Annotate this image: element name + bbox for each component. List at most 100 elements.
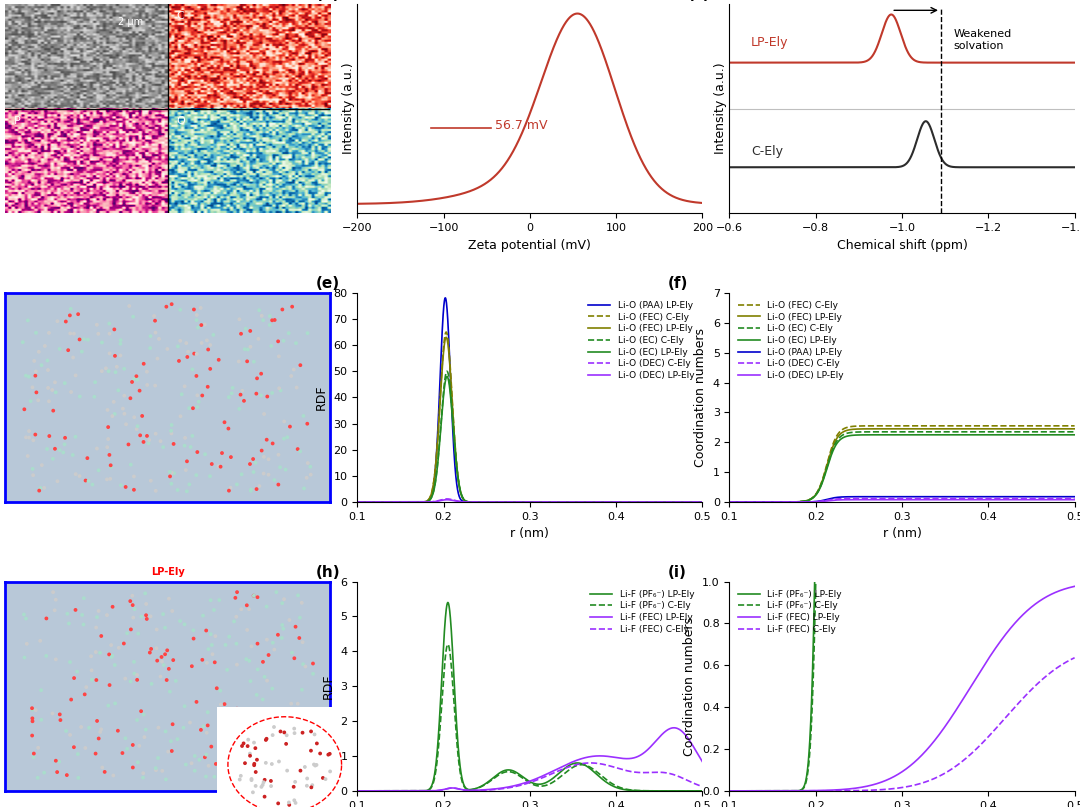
Li-O (DEC) LP-Ely <box>1011 495 1024 504</box>
Li-O (DEC) C-Ely <box>652 497 665 507</box>
Li-F (FEC) C-Ely <box>483 785 496 795</box>
Li-O (EC) C-Ely <box>1024 427 1037 437</box>
Li-O (DEC) C-Ely <box>696 497 708 507</box>
Li-O (EC) LP-Ely <box>1068 430 1080 440</box>
Li-O (PAA) LP-Ely <box>1062 491 1075 501</box>
Li-O (DEC) C-Ely <box>762 497 775 507</box>
Line: Li-F (PF₆⁻) C-Ely: Li-F (PF₆⁻) C-Ely <box>357 644 702 791</box>
Li-O (FEC) C-Ely <box>652 497 665 507</box>
Li-O (PAA) LP-Ely <box>483 497 496 507</box>
Point <box>848 99 865 112</box>
Li-F (PF₆⁻) C-Ely <box>696 786 708 796</box>
Li-O (DEC) LP-Ely <box>1068 495 1080 504</box>
Legend: Li-F (PF₆⁻) LP-Ely, Li-F (PF₆⁻) C-Ely, Li-F (FEC) LP-Ely, Li-F (FEC) C-Ely: Li-F (PF₆⁻) LP-Ely, Li-F (PF₆⁻) C-Ely, L… <box>586 586 698 638</box>
Li-O (EC) LP-Ely <box>870 430 883 440</box>
Li-F (PF₆⁻) C-Ely <box>442 639 455 649</box>
Line: Li-O (PAA) LP-Ely: Li-O (PAA) LP-Ely <box>729 496 1075 502</box>
Li-O (DEC) LP-Ely <box>351 497 364 507</box>
Point <box>822 561 839 574</box>
Text: (e): (e) <box>315 276 340 291</box>
Li-F (FEC) C-Ely <box>1062 656 1075 666</box>
Li-F (FEC) C-Ely <box>498 784 511 793</box>
Li-F (FEC) LP-Ely <box>351 786 364 796</box>
Point <box>486 34 503 47</box>
Li-F (FEC) LP-Ely <box>689 746 702 755</box>
Li-O (DEC) C-Ely <box>1068 494 1080 504</box>
Li-F (FEC) LP-Ely <box>696 757 708 767</box>
Legend: Li-O (PAA) LP-Ely, Li-O (FEC) C-Ely, Li-O (FEC) LP-Ely, Li-O (EC) C-Ely, Li-O (E: Li-O (PAA) LP-Ely, Li-O (FEC) C-Ely, Li-… <box>584 297 698 384</box>
Li-F (FEC) LP-Ely <box>483 784 496 794</box>
Li-O (PAA) LP-Ely <box>783 497 796 507</box>
Li-F (PF₆⁻) C-Ely <box>652 786 665 796</box>
Li-F (FEC) LP-Ely <box>652 734 665 743</box>
Text: C: C <box>176 11 184 21</box>
Li-O (DEC) LP-Ely <box>1062 495 1075 504</box>
Li-O (DEC) LP-Ely <box>762 497 775 507</box>
Li-F (PF₆⁻) LP-Ely <box>498 766 511 776</box>
Li-O (DEC) LP-Ely <box>783 497 796 507</box>
Li-O (EC) LP-Ely <box>441 372 454 382</box>
Li-F (FEC) C-Ely <box>584 758 597 767</box>
Li-F (PF₆⁻) LP-Ely <box>442 598 455 608</box>
Point <box>1022 144 1039 157</box>
Li-O (EC) C-Ely <box>1011 427 1024 437</box>
Li-O (EC) C-Ely <box>1068 427 1080 437</box>
Point <box>453 561 470 574</box>
Li-O (FEC) LP-Ely <box>1024 424 1037 433</box>
Li-O (PAA) LP-Ely <box>438 293 451 303</box>
Li-O (PAA) LP-Ely <box>689 497 702 507</box>
Line: Li-F (PF₆⁻) C-Ely: Li-F (PF₆⁻) C-Ely <box>729 0 1075 791</box>
Li-O (EC) C-Ely <box>855 427 868 437</box>
Li-F (FEC) LP-Ely <box>783 786 796 796</box>
Li-O (DEC) LP-Ely <box>1024 495 1037 504</box>
Li-O (EC) LP-Ely <box>855 430 868 440</box>
Li-O (DEC) LP-Ely <box>498 497 511 507</box>
Li-O (EC) LP-Ely <box>1062 430 1075 440</box>
Point <box>904 0 921 4</box>
Line: Li-F (FEC) C-Ely: Li-F (FEC) C-Ely <box>729 658 1075 791</box>
Li-O (DEC) C-Ely <box>723 497 735 507</box>
Li-O (EC) LP-Ely <box>652 497 665 507</box>
Li-O (FEC) LP-Ely <box>783 497 796 507</box>
Point <box>633 202 650 215</box>
Text: (h): (h) <box>315 565 340 579</box>
Li-O (EC) LP-Ely <box>1024 430 1037 440</box>
Li-F (FEC) C-Ely <box>351 786 364 796</box>
Line: Li-O (DEC) C-Ely: Li-O (DEC) C-Ely <box>357 499 702 502</box>
Li-F (PF₆⁻) LP-Ely <box>652 786 665 796</box>
Li-O (DEC) LP-Ely <box>696 497 708 507</box>
Li-O (FEC) C-Ely <box>689 497 702 507</box>
Line: Li-O (FEC) C-Ely: Li-O (FEC) C-Ely <box>357 332 702 502</box>
Li-F (FEC) LP-Ely <box>1062 583 1075 593</box>
Point <box>648 415 665 428</box>
Li-F (PF₆⁻) LP-Ely <box>351 786 364 796</box>
Li-O (DEC) C-Ely <box>783 497 796 507</box>
Li-O (FEC) LP-Ely <box>498 497 511 507</box>
Point <box>1062 508 1079 521</box>
Text: C-Ely: C-Ely <box>751 144 783 157</box>
Li-F (PF₆⁻) LP-Ely <box>783 786 796 796</box>
Text: 56.7 mV: 56.7 mV <box>496 119 548 132</box>
Li-F (FEC) LP-Ely <box>1024 603 1037 613</box>
Point <box>512 514 529 527</box>
Point <box>782 282 799 295</box>
Li-O (EC) C-Ely <box>498 497 511 507</box>
Li-O (EC) LP-Ely <box>483 497 496 507</box>
Li-O (EC) C-Ely <box>762 497 775 507</box>
Li-F (FEC) C-Ely <box>870 785 883 795</box>
Li-O (EC) C-Ely <box>441 366 454 376</box>
Li-O (FEC) C-Ely <box>483 497 496 507</box>
Li-O (PAA) LP-Ely <box>1068 491 1080 501</box>
Li-O (EC) C-Ely <box>674 497 687 507</box>
Point <box>798 137 815 150</box>
Line: Li-O (DEC) LP-Ely: Li-O (DEC) LP-Ely <box>357 500 702 502</box>
Point <box>833 154 850 167</box>
Li-F (FEC) C-Ely <box>1068 653 1080 663</box>
Li-O (FEC) C-Ely <box>855 421 868 431</box>
Line: Li-O (FEC) LP-Ely: Li-O (FEC) LP-Ely <box>357 337 702 502</box>
Li-O (DEC) LP-Ely <box>390 497 403 507</box>
Point <box>718 537 735 550</box>
Point <box>477 263 495 276</box>
Li-F (FEC) C-Ely <box>1024 686 1037 696</box>
Line: Li-O (EC) C-Ely: Li-O (EC) C-Ely <box>357 371 702 502</box>
